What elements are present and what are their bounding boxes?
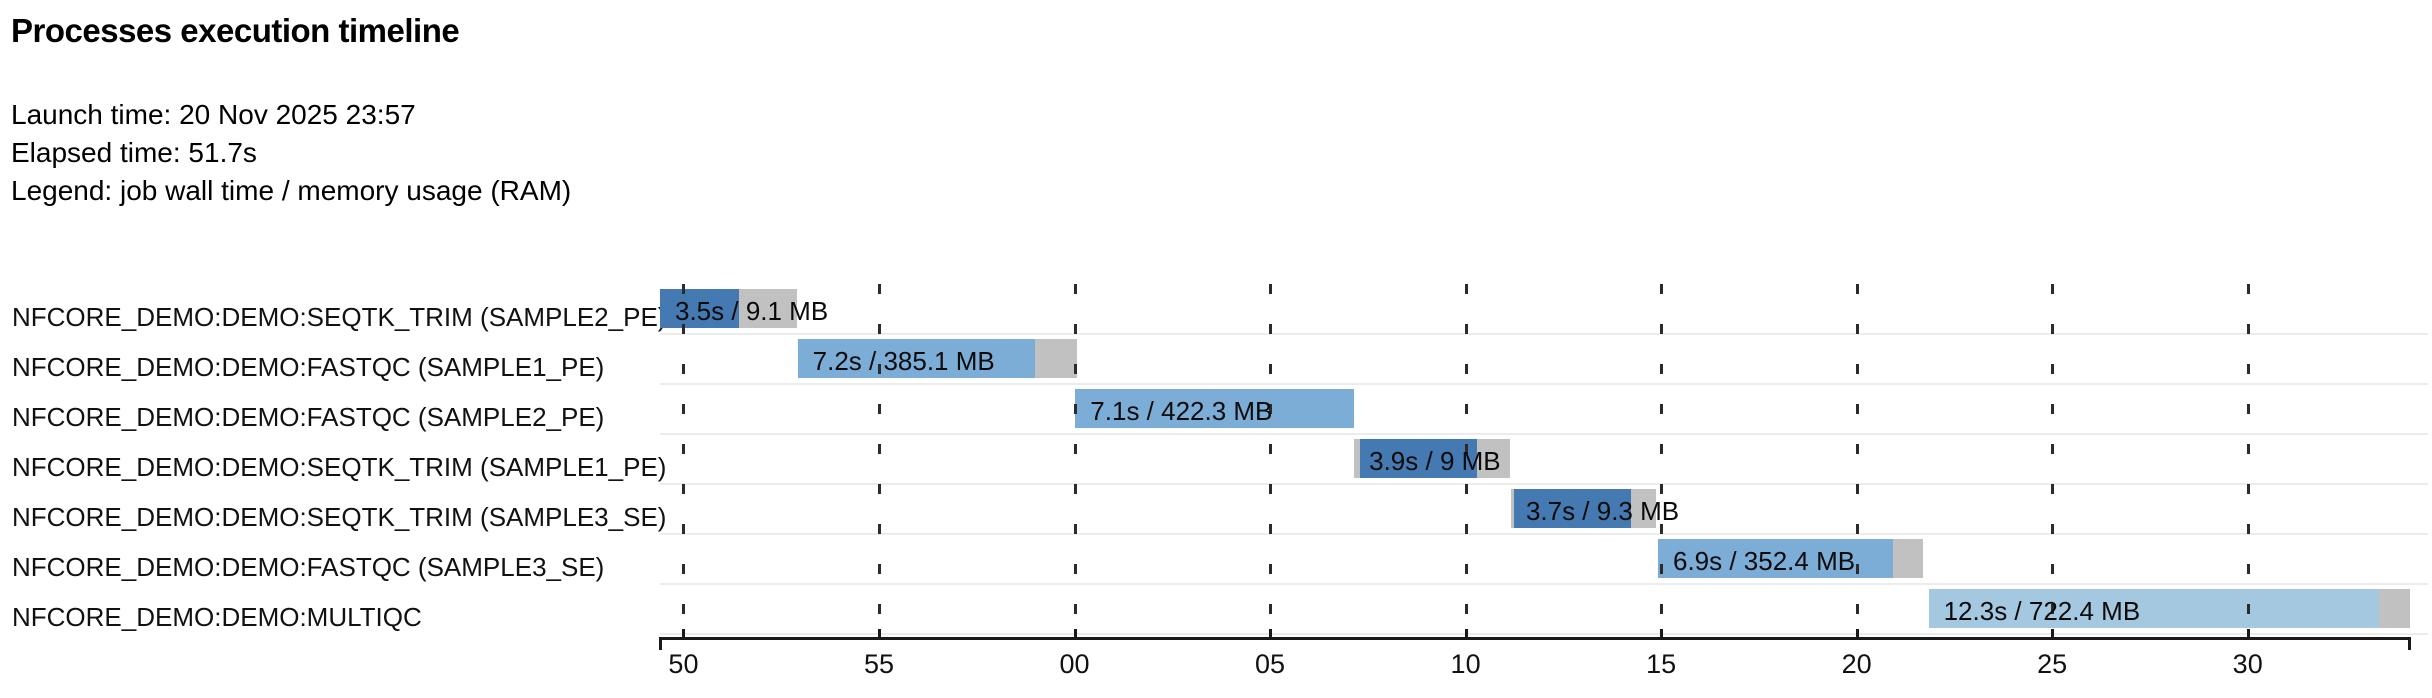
- process-label: NFCORE_DEMO:DEMO:FASTQC (SAMPLE3_SE): [12, 552, 605, 582]
- grid-line: [1464, 284, 1468, 637]
- report-header: Processes execution timeline: [11, 12, 460, 50]
- task-bar-label: 3.5s / 9.1 MB: [675, 296, 829, 326]
- task-bar-segment-blue_mid: [797, 339, 1035, 378]
- process-label: NFCORE_DEMO:DEMO:SEQTK_TRIM (SAMPLE2_PE): [12, 302, 667, 332]
- report-meta: Launch time: 20 Nov 2025 23:57 Elapsed t…: [11, 96, 571, 210]
- launch-time-text: Launch time: 20 Nov 2025 23:57: [11, 99, 416, 130]
- axis-tick-label: 50: [668, 649, 699, 679]
- task-bar-segment-gray: [1893, 539, 1924, 578]
- task-bar-segment-blue_mid: [1657, 539, 1893, 578]
- task-bar-segment-gray: [1477, 439, 1511, 478]
- axis-tick-label: 30: [2232, 649, 2263, 679]
- task-bar-label: 7.1s / 422.3 MB: [1090, 396, 1273, 426]
- axis-tick-label: 20: [1841, 649, 1872, 679]
- task-bar-segment-blue_mid: [1075, 389, 1355, 428]
- task-bar: [660, 289, 797, 328]
- row-separator: [660, 483, 2428, 485]
- axis-tick: [1855, 629, 1859, 637]
- task-bar-label: 7.2s / 385.1 MB: [812, 346, 995, 376]
- row-separator: [660, 433, 2428, 435]
- axis-tick: [1464, 629, 1468, 637]
- task-bar-segment-gray: [1034, 339, 1078, 378]
- page-title: Processes execution timeline: [11, 12, 460, 49]
- task-bar-label: 12.3s / 722.4 MB: [1943, 596, 2141, 626]
- legend-text: Legend: job wall time / memory usage (RA…: [11, 175, 572, 206]
- grid-line: [1660, 284, 1664, 637]
- process-label: NFCORE_DEMO:DEMO:SEQTK_TRIM (SAMPLE3_SE): [12, 502, 667, 532]
- task-bar-segment-blue_dark: [660, 289, 739, 328]
- process-label: NFCORE_DEMO:DEMO:MULTIQC: [12, 602, 422, 632]
- axis-tick: [682, 629, 686, 637]
- axis-tick: [877, 629, 881, 637]
- task-bar-segment-gray: [1510, 489, 1515, 528]
- grid-line: [682, 284, 686, 637]
- row-separator: [660, 583, 2428, 585]
- axis-tick-label: 00: [1059, 649, 1090, 679]
- row-separator: [660, 333, 2428, 335]
- grid-line: [1269, 284, 1273, 637]
- axis-line: [660, 637, 2410, 640]
- task-bar-label: 6.9s / 352.4 MB: [1672, 546, 1856, 576]
- grid-line: [2051, 284, 2055, 637]
- row-separator: [660, 533, 2428, 535]
- task-bar-segment-blue_dark: [1514, 489, 1632, 528]
- task-bar: [1510, 489, 1657, 528]
- task-bar-label: 3.7s / 9.3 MB: [1525, 496, 1680, 526]
- row-separator: [660, 633, 2428, 635]
- task-bar: [1075, 389, 1355, 428]
- process-label: NFCORE_DEMO:DEMO:SEQTK_TRIM (SAMPLE1_PE): [12, 452, 667, 482]
- axis-tick: [1073, 629, 1077, 637]
- grid-line: [1073, 284, 1077, 637]
- axis-tick: [2051, 629, 2055, 637]
- axis-tick-label: 55: [863, 649, 895, 679]
- task-bar-segment-gray: [738, 289, 797, 328]
- process-label: NFCORE_DEMO:DEMO:FASTQC (SAMPLE2_PE): [12, 402, 605, 432]
- task-bar-segment-gray: [1631, 489, 1657, 528]
- process-label: NFCORE_DEMO:DEMO:FASTQC (SAMPLE1_PE): [12, 352, 605, 382]
- task-bar-segment-gray: [1354, 439, 1360, 478]
- task-bar-segment-blue_dark: [1359, 439, 1478, 478]
- row-separator: [660, 383, 2428, 385]
- axis-tick-label: 15: [1646, 649, 1677, 679]
- task-bar: [797, 339, 1078, 378]
- axis-tick: [2246, 629, 2250, 637]
- axis-tick-label: 25: [2037, 649, 2068, 679]
- axis-tick-label: 10: [1450, 649, 1481, 679]
- task-bar-segment-gray: [2379, 589, 2410, 628]
- grid-line: [877, 284, 881, 637]
- task-bar-segment-blue_pale: [1928, 589, 2380, 628]
- task-bar: [1928, 589, 2410, 628]
- axis-tick: [1269, 629, 1273, 637]
- axis-tick-label: 05: [1255, 649, 1286, 679]
- axis-endcap-left: [659, 637, 662, 650]
- task-bar: [1354, 439, 1511, 478]
- elapsed-time-text: Elapsed time: 51.7s: [11, 137, 257, 168]
- axis-endcap-right: [2408, 637, 2411, 650]
- grid-line: [1855, 284, 1859, 637]
- grid-line: [2246, 284, 2250, 637]
- task-bar-label: 3.9s / 9 MB: [1369, 446, 1501, 476]
- task-bar: [1657, 539, 1924, 578]
- axis-tick: [1660, 629, 1664, 637]
